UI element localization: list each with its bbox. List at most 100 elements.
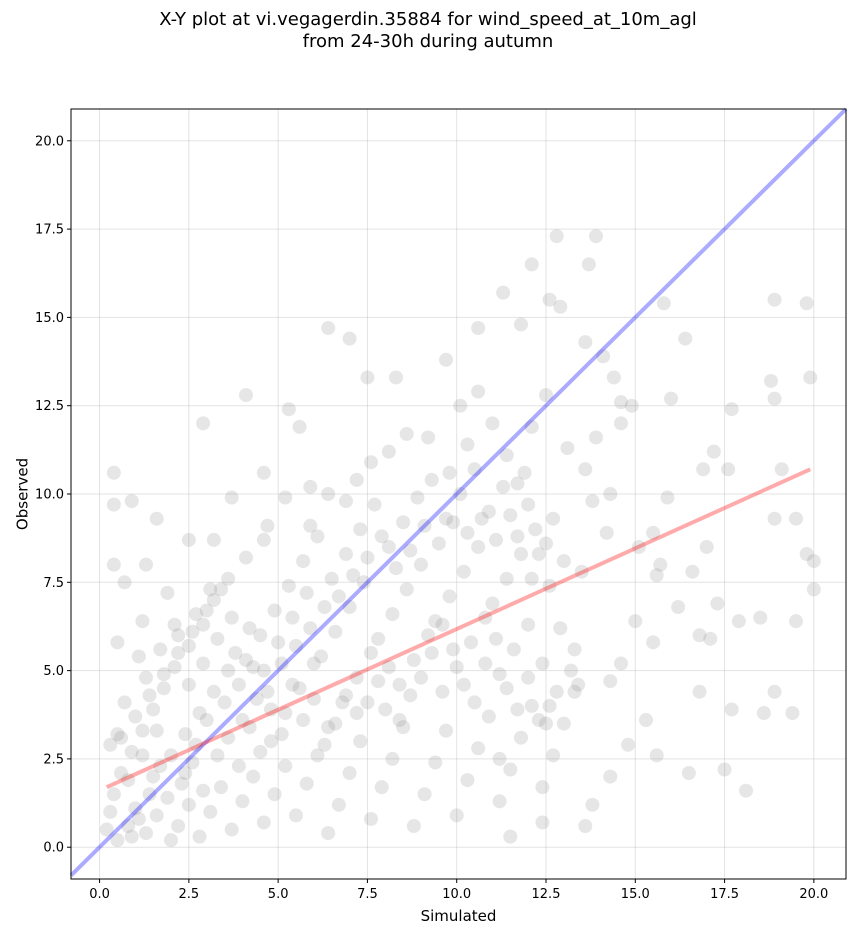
data-point bbox=[603, 674, 618, 689]
data-point bbox=[235, 794, 250, 809]
data-point bbox=[449, 808, 464, 823]
data-point bbox=[224, 822, 239, 837]
data-point bbox=[535, 815, 550, 830]
data-point bbox=[239, 388, 253, 403]
data-point bbox=[135, 748, 150, 763]
data-point bbox=[239, 653, 253, 668]
data-point bbox=[403, 688, 418, 703]
data-point bbox=[192, 705, 207, 720]
data-point bbox=[231, 758, 246, 773]
data-point bbox=[103, 804, 118, 819]
chart-title-line-2: from 24-30h during autumn bbox=[302, 31, 554, 52]
data-point bbox=[242, 621, 257, 636]
data-point bbox=[231, 677, 246, 692]
data-point bbox=[181, 532, 196, 547]
data-point bbox=[646, 635, 661, 650]
data-point bbox=[524, 419, 539, 434]
data-point bbox=[510, 476, 525, 491]
data-point bbox=[396, 720, 411, 735]
x-tick-label: 12.5 bbox=[532, 887, 561, 902]
data-point bbox=[596, 349, 611, 364]
x-tick-label: 5.0 bbox=[268, 887, 289, 902]
data-point bbox=[389, 561, 403, 576]
data-point bbox=[256, 532, 271, 547]
data-point bbox=[264, 734, 278, 749]
data-point bbox=[364, 645, 378, 660]
data-point bbox=[203, 804, 218, 819]
data-point bbox=[546, 748, 561, 763]
data-point bbox=[210, 748, 225, 763]
data-point bbox=[624, 398, 639, 413]
grid bbox=[71, 109, 846, 879]
data-point bbox=[471, 741, 486, 756]
data-point bbox=[535, 780, 550, 795]
data-point bbox=[124, 829, 139, 844]
data-point bbox=[274, 727, 289, 742]
data-point bbox=[492, 751, 507, 766]
data-point bbox=[499, 571, 514, 586]
data-point bbox=[614, 656, 628, 671]
data-point bbox=[531, 713, 546, 728]
x-tick-label: 7.5 bbox=[357, 887, 378, 902]
data-point bbox=[514, 317, 528, 332]
data-point bbox=[599, 525, 614, 540]
data-point bbox=[385, 607, 400, 622]
data-point bbox=[539, 716, 553, 731]
x-tick-label: 2.5 bbox=[179, 887, 200, 902]
y-tick-label: 0.0 bbox=[43, 841, 64, 856]
data-point bbox=[699, 539, 714, 554]
x-tick-label: 20.0 bbox=[799, 887, 828, 902]
data-point bbox=[106, 787, 121, 802]
data-point bbox=[124, 494, 139, 509]
data-point bbox=[349, 705, 364, 720]
data-point bbox=[321, 826, 336, 841]
data-point bbox=[342, 331, 357, 346]
data-point bbox=[199, 603, 214, 618]
data-point bbox=[574, 564, 589, 579]
data-point bbox=[196, 783, 211, 798]
data-point bbox=[181, 797, 196, 812]
data-point bbox=[406, 819, 421, 834]
data-point bbox=[110, 727, 125, 742]
data-point bbox=[381, 539, 396, 554]
y-tick-label: 10.0 bbox=[35, 488, 64, 503]
data-point bbox=[253, 628, 268, 643]
data-point bbox=[581, 257, 596, 272]
data-point bbox=[589, 430, 603, 445]
data-point bbox=[456, 564, 471, 579]
data-point bbox=[474, 511, 489, 526]
data-point bbox=[706, 444, 721, 459]
data-point bbox=[524, 571, 539, 586]
data-point bbox=[649, 568, 664, 583]
data-point bbox=[653, 557, 668, 572]
data-point bbox=[99, 822, 114, 837]
data-point bbox=[628, 614, 643, 629]
data-point bbox=[139, 826, 153, 841]
data-point bbox=[564, 663, 578, 678]
data-point bbox=[374, 529, 389, 544]
data-point bbox=[464, 635, 478, 650]
data-point bbox=[281, 578, 296, 593]
data-point bbox=[317, 600, 332, 615]
data-point bbox=[510, 529, 525, 544]
data-point bbox=[306, 691, 321, 706]
data-point bbox=[171, 628, 186, 643]
data-point bbox=[478, 656, 493, 671]
data-point bbox=[485, 416, 500, 431]
data-point bbox=[785, 705, 800, 720]
data-point bbox=[206, 532, 221, 547]
data-point bbox=[556, 554, 571, 569]
data-point bbox=[106, 557, 121, 572]
data-point bbox=[267, 787, 282, 802]
data-point bbox=[321, 320, 336, 335]
data-point bbox=[146, 769, 161, 784]
data-point bbox=[492, 667, 507, 682]
data-point bbox=[164, 833, 178, 848]
data-point bbox=[556, 716, 571, 731]
data-point bbox=[185, 755, 200, 770]
data-point bbox=[342, 600, 357, 615]
data-point bbox=[453, 487, 468, 501]
data-point bbox=[196, 656, 211, 671]
data-point bbox=[185, 624, 200, 639]
data-point bbox=[356, 575, 371, 590]
